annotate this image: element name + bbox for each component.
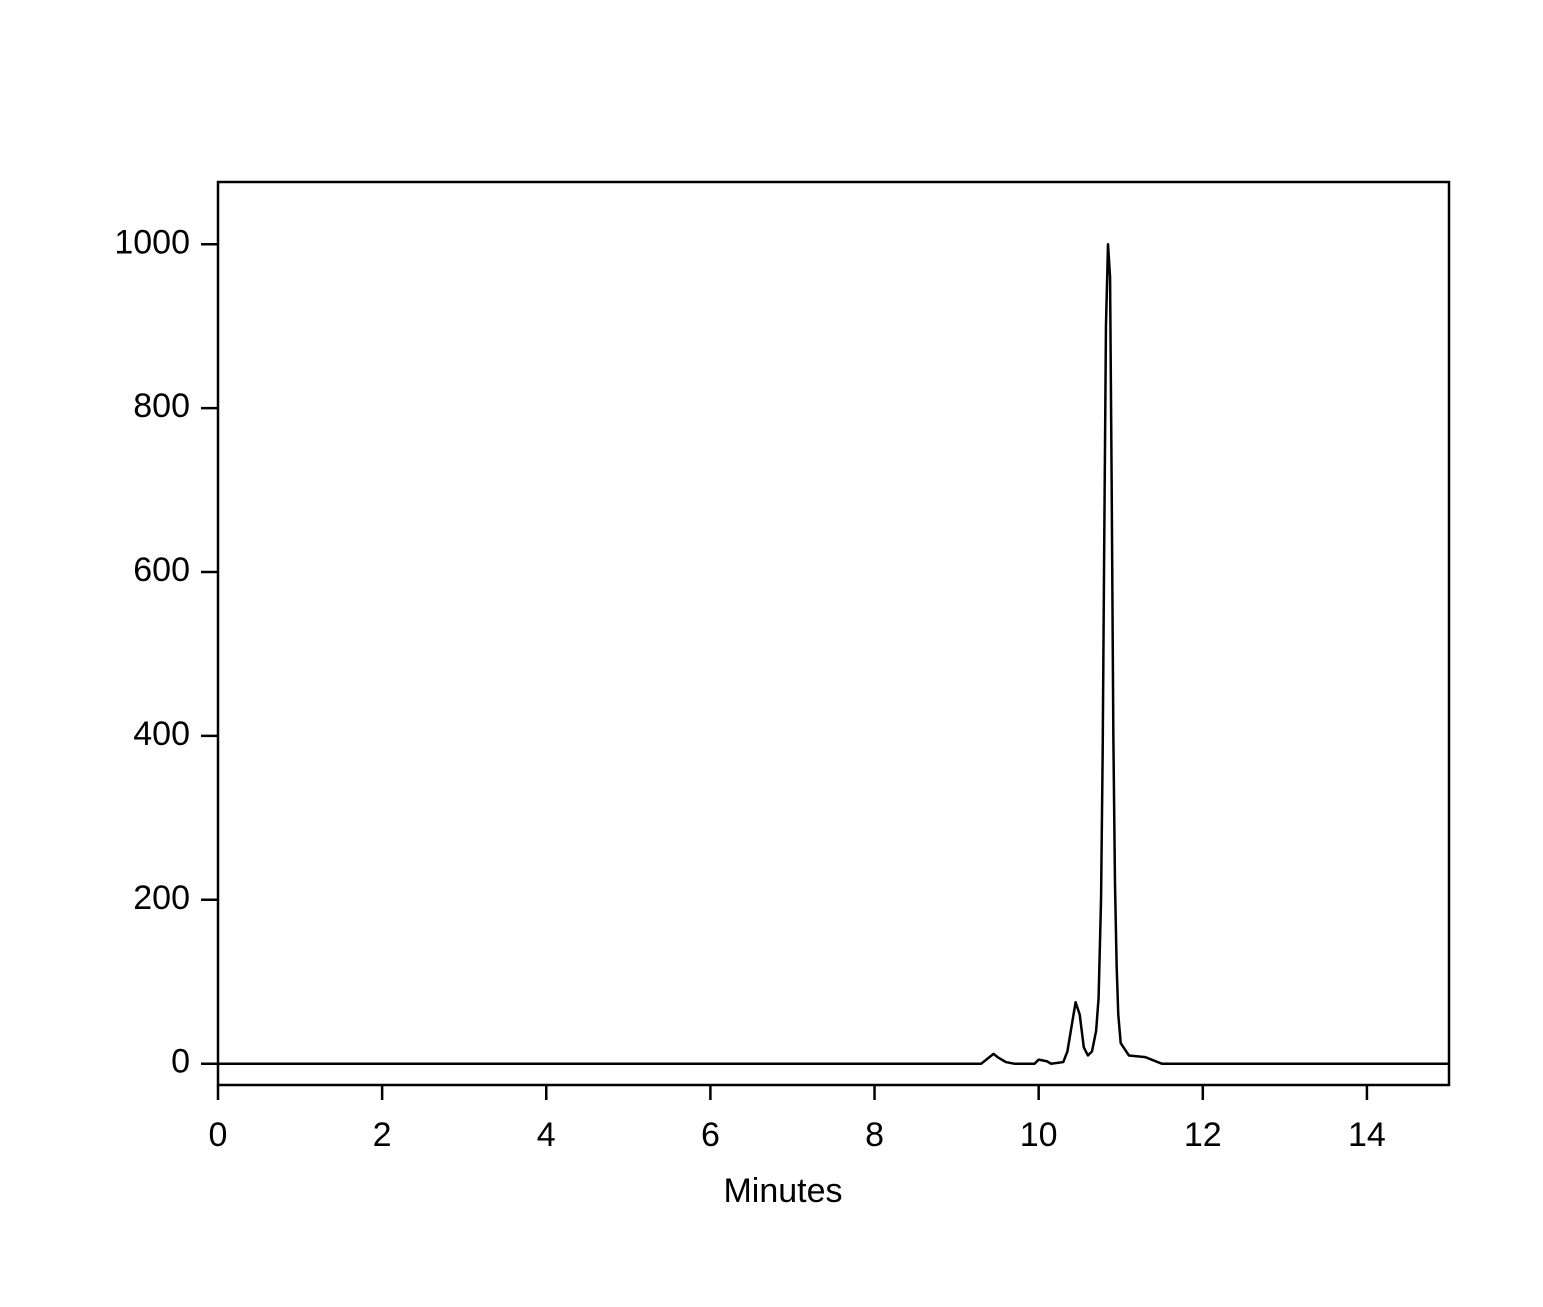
y-tick-label: 1000 (114, 223, 190, 261)
x-tick-label: 8 (865, 1116, 884, 1154)
x-tick-label: 10 (1020, 1116, 1058, 1154)
y-tick-label: 0 (171, 1043, 190, 1081)
data-line (218, 243, 1449, 1065)
x-tick-label: 2 (373, 1116, 392, 1154)
x-tick-label: 0 (209, 1116, 228, 1154)
y-tick-label: 200 (133, 879, 190, 917)
y-tick-label: 400 (133, 715, 190, 753)
x-axis-title: Minutes (723, 1172, 842, 1210)
x-tick-label: 4 (537, 1116, 556, 1154)
x-tick-label: 12 (1184, 1116, 1222, 1154)
y-tick-label: 800 (133, 387, 190, 425)
x-tick-label: 14 (1348, 1116, 1386, 1154)
plot-frame (216, 180, 1451, 1087)
x-tick-label: 6 (701, 1116, 720, 1154)
y-tick-label: 600 (133, 551, 190, 589)
